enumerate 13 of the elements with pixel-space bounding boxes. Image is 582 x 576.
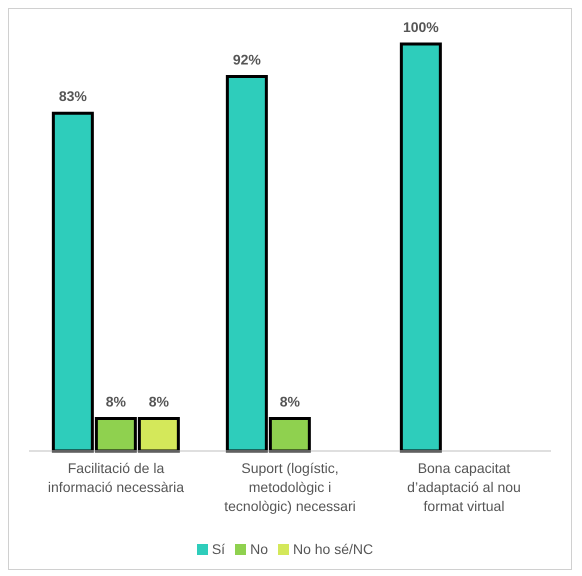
x-tick-label: Bona capacitat d’adaptació al nou format virtual bbox=[407, 460, 521, 514]
legend-label: No ho sé/NC bbox=[292, 541, 374, 557]
x-tick-label: Suport (logístic, metodològic i tecnològic) necessari bbox=[224, 460, 356, 514]
data-label: 100% bbox=[402, 19, 440, 35]
data-label: 92% bbox=[232, 52, 262, 68]
x-tick-label: Facilitació de la informació necessària bbox=[48, 460, 184, 495]
data-label: 8% bbox=[106, 393, 127, 410]
data-label: 8% bbox=[280, 393, 301, 410]
data-label: 83% bbox=[58, 88, 88, 104]
data-label: 8% bbox=[148, 393, 170, 410]
bar bbox=[400, 42, 442, 452]
legend-label: No bbox=[250, 541, 268, 557]
legend-label: Sí bbox=[212, 541, 226, 557]
